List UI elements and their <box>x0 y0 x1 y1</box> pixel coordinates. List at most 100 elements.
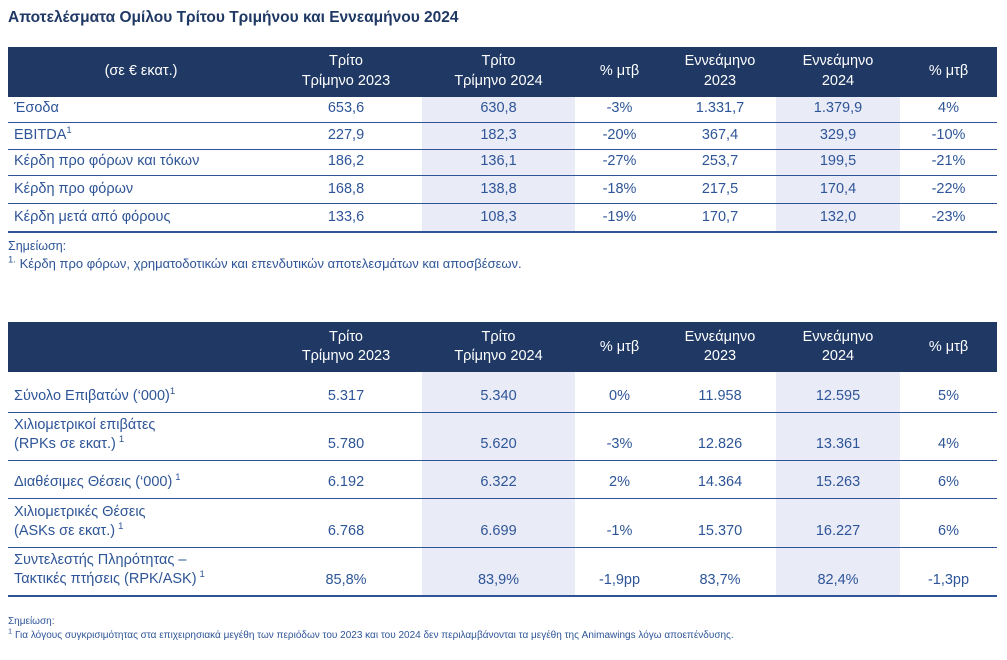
row-label: Κέρδη προ φόρων <box>8 175 270 205</box>
cell-change-q3: -1% <box>575 498 664 548</box>
row-label: Χιλιομετρικοί επιβάτες (RPKs σε εκατ.) 1 <box>8 412 270 461</box>
col-header-q3-2024: Τρίτο Τρίμηνο 2024 <box>422 46 575 97</box>
cell-change-q3: -19% <box>575 203 664 233</box>
cell-change-q3: -18% <box>575 175 664 205</box>
row-label: Κέρδη μετά από φόρους <box>8 203 270 233</box>
traffic-table: Τρίτο Τρίμηνο 2023 Τρίτο Τρίμηνο 2024 % μτ… <box>8 322 997 598</box>
cell-q3-2024: 5.620 <box>422 412 575 461</box>
col-header-change-q3: % μτβ <box>575 46 664 97</box>
cell-q3-2024: 6.322 <box>422 460 575 499</box>
cell-q3-2023: 227,9 <box>270 122 422 151</box>
cell-change-q3: -1,9pp <box>575 547 664 598</box>
cell-change-9m: 6% <box>900 498 997 548</box>
table-row-revenue: Έσοδα 653,6 630,8 -3% 1.331,7 1.379,9 4% <box>8 96 997 124</box>
cell-change-9m: 5% <box>900 372 997 413</box>
financial-results-table: (σε € εκατ.) Τρίτο Τρίμηνο 2023 Τρίτο Τρίμ… <box>8 46 997 233</box>
cell-q3-2024: 136,1 <box>422 149 575 177</box>
table-row-ebit: Κέρδη προ φόρων και τόκων 186,2 136,1 -2… <box>8 149 997 177</box>
cell-q3-2024: 108,3 <box>422 203 575 233</box>
financial-table-header-row: (σε € εκατ.) Τρίτο Τρίμηνο 2023 Τρίτο Τρίμ… <box>8 46 997 97</box>
cell-9m-2023: 11.958 <box>664 372 776 413</box>
col-header-9m-2024: Εννεάμηνο 2024 <box>776 46 900 97</box>
cell-change-9m: 4% <box>900 96 997 124</box>
cell-change-q3: -3% <box>575 96 664 124</box>
cell-change-q3: 2% <box>575 460 664 499</box>
table-row-available-seats: Διαθέσιμες Θέσεις (‘000) 1 6.192 6.322 2%… <box>8 460 997 499</box>
cell-q3-2023: 186,2 <box>270 149 422 177</box>
cell-change-q3: -3% <box>575 412 664 461</box>
row-label: Σύνολο Επιβατών (‘000)1 <box>8 372 270 413</box>
col-header-q3-2023: Τρίτο Τρίμηνο 2023 <box>270 46 422 97</box>
cell-9m-2023: 170,7 <box>664 203 776 233</box>
cell-q3-2023: 5.780 <box>270 412 422 461</box>
col-header-q3-2023: Τρίτο Τρίμηνο 2023 <box>270 322 422 373</box>
row-label: Έσοδα <box>8 96 270 124</box>
table-row-load-factor: Συντελεστής Πληρότητας – Τακτικές πτήσεις… <box>8 547 997 598</box>
cell-change-9m: -1,3pp <box>900 547 997 598</box>
page-title: Αποτελέσματα Ομίλου Τρίτου Τριμήνου και … <box>8 9 459 26</box>
col-header-q3-2024: Τρίτο Τρίμηνο 2024 <box>422 322 575 373</box>
cell-9m-2023: 83,7% <box>664 547 776 598</box>
cell-change-q3: -20% <box>575 122 664 151</box>
traffic-table-header-row: Τρίτο Τρίμηνο 2023 Τρίτο Τρίμηνο 2024 % μτ… <box>8 322 997 373</box>
cell-9m-2024: 13.361 <box>776 412 900 461</box>
cell-change-q3: -27% <box>575 149 664 177</box>
cell-9m-2024: 12.595 <box>776 372 900 413</box>
cell-9m-2024: 15.263 <box>776 460 900 499</box>
note-text: 1 Για λόγους συγκρισιμότητας στα επιχειρ… <box>8 627 734 642</box>
row-label: Διαθέσιμες Θέσεις (‘000) 1 <box>8 460 270 499</box>
cell-change-9m: -10% <box>900 122 997 151</box>
cell-q3-2023: 133,6 <box>270 203 422 233</box>
col-header-9m-2023: Εννεάμηνο 2023 <box>664 322 776 373</box>
note-heading: Σημείωση: <box>8 238 67 253</box>
cell-change-9m: 4% <box>900 412 997 461</box>
table-row-asks: Χιλιομετρικές Θέσεις (ASKs σε εκατ.) 1 6.7… <box>8 498 997 548</box>
col-header-9m-2023: Εννεάμηνο 2023 <box>664 46 776 97</box>
table-row-ebitda: EBITDA1 227,9 182,3 -20% 367,4 329,9 -10… <box>8 122 997 151</box>
cell-q3-2023: 5.317 <box>270 372 422 413</box>
col-header-change-q3: % μτβ <box>575 322 664 373</box>
cell-9m-2023: 12.826 <box>664 412 776 461</box>
cell-9m-2024: 199,5 <box>776 149 900 177</box>
row-label: EBITDA1 <box>8 122 270 151</box>
col-header-unit: (σε € εκατ.) <box>8 46 270 97</box>
cell-q3-2024: 6.699 <box>422 498 575 548</box>
cell-q3-2024: 182,3 <box>422 122 575 151</box>
col-header-9m-2024: Εννεάμηνο 2024 <box>776 322 900 373</box>
row-label: Συντελεστής Πληρότητας – Τακτικές πτήσεις… <box>8 547 270 598</box>
table-row-total-passengers: Σύνολο Επιβατών (‘000)1 5.317 5.340 0% 1… <box>8 372 997 413</box>
cell-9m-2024: 170,4 <box>776 175 900 205</box>
cell-change-9m: 6% <box>900 460 997 499</box>
cell-q3-2023: 6.192 <box>270 460 422 499</box>
cell-change-9m: -23% <box>900 203 997 233</box>
cell-q3-2024: 83,9% <box>422 547 575 598</box>
cell-9m-2023: 14.364 <box>664 460 776 499</box>
traffic-table-note: Σημείωση: 1 Για λόγους συγκρισιμότητας σ… <box>8 615 997 643</box>
cell-change-9m: -21% <box>900 149 997 177</box>
cell-9m-2023: 253,7 <box>664 149 776 177</box>
note-text: 1. Κέρδη προ φόρων, χρηματοδοτικών και ε… <box>8 254 522 271</box>
cell-change-q3: 0% <box>575 372 664 413</box>
cell-q3-2023: 6.768 <box>270 498 422 548</box>
cell-9m-2024: 82,4% <box>776 547 900 598</box>
col-header-change-9m: % μτβ <box>900 46 997 97</box>
table-row-rpks: Χιλιομετρικοί επιβάτες (RPKs σε εκατ.) 1 5… <box>8 412 997 461</box>
cell-q3-2023: 653,6 <box>270 96 422 124</box>
cell-q3-2024: 5.340 <box>422 372 575 413</box>
cell-q3-2023: 85,8% <box>270 547 422 598</box>
cell-9m-2024: 1.379,9 <box>776 96 900 124</box>
cell-9m-2023: 367,4 <box>664 122 776 151</box>
financial-table-note: Σημείωση: 1. Κέρδη προ φόρων, χρηματοδοτ… <box>8 238 997 273</box>
table-row-net-profit: Κέρδη μετά από φόρους 133,6 108,3 -19% 1… <box>8 203 997 233</box>
cell-9m-2023: 1.331,7 <box>664 96 776 124</box>
row-label: Χιλιομετρικές Θέσεις (ASKs σε εκατ.) 1 <box>8 498 270 548</box>
cell-q3-2024: 138,8 <box>422 175 575 205</box>
cell-change-9m: -22% <box>900 175 997 205</box>
cell-q3-2024: 630,8 <box>422 96 575 124</box>
cell-9m-2023: 217,5 <box>664 175 776 205</box>
cell-9m-2024: 132,0 <box>776 203 900 233</box>
table-row-pretax-profit: Κέρδη προ φόρων 168,8 138,8 -18% 217,5 1… <box>8 175 997 205</box>
note-heading: Σημείωση: <box>8 616 55 628</box>
col-header-change-9m: % μτβ <box>900 322 997 373</box>
